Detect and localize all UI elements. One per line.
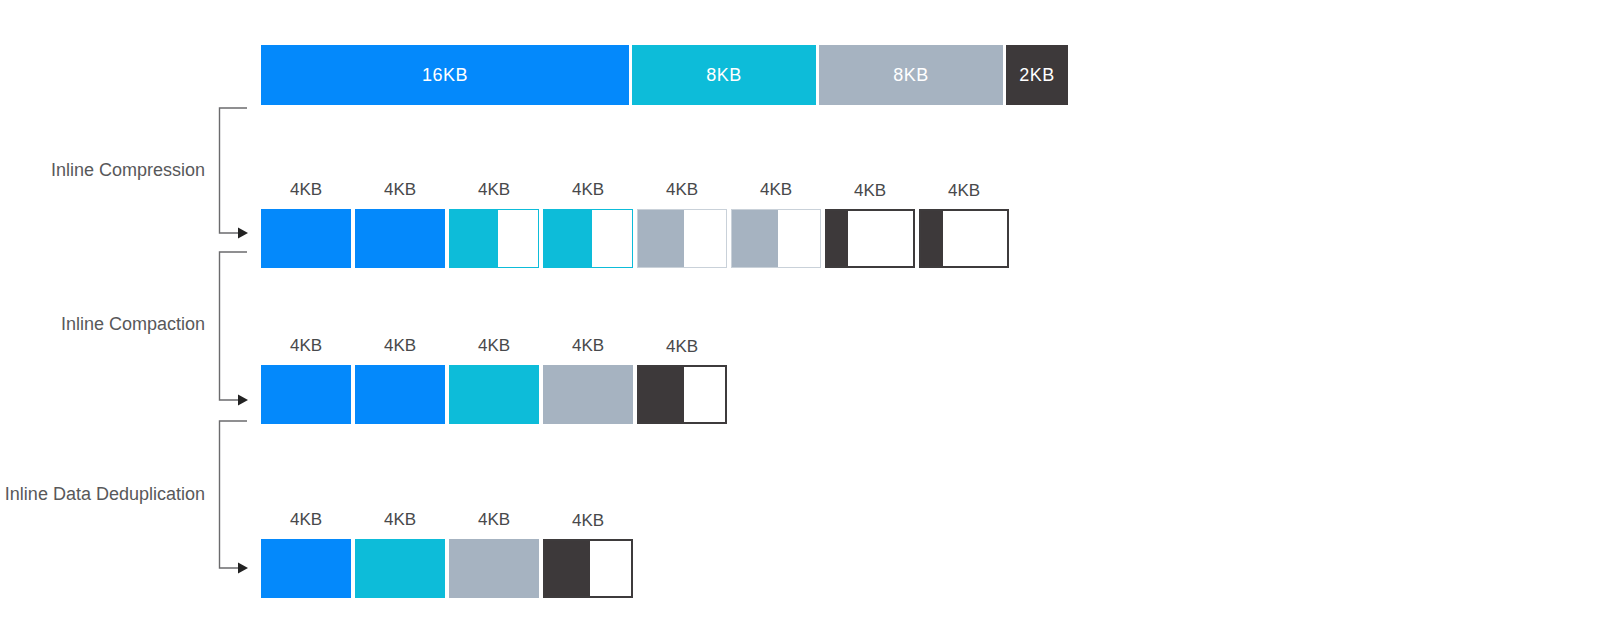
connector-compression: [220, 108, 248, 233]
block-size-label: 4KB: [827, 181, 913, 201]
block-size-label: 4KB: [356, 180, 444, 200]
block-fill-blue: [356, 210, 444, 267]
block-size-label: 4KB: [262, 510, 350, 530]
data-block-blue: 4KB: [261, 209, 351, 268]
bar-segment-8kb: 8KB: [632, 45, 816, 105]
arrowhead-compression: [238, 228, 248, 239]
data-block-gray: 4KB: [543, 365, 633, 424]
data-block-gray: 4KB: [637, 209, 727, 268]
block-fill-dark: [639, 367, 684, 422]
data-block-gray: 4KB: [731, 209, 821, 268]
block-fill-gray: [450, 540, 538, 597]
block-size-label: 4KB: [262, 180, 350, 200]
stage-row-deduplication: 4KB4KB4KB4KB: [261, 539, 633, 598]
block-fill-gray: [544, 366, 632, 423]
block-size-label: 4KB: [639, 337, 725, 357]
block-fill-cyan: [450, 366, 538, 423]
block-fill-gray: [638, 210, 684, 267]
block-size-label: 4KB: [544, 336, 632, 356]
data-block-dark: 4KB: [825, 209, 915, 268]
data-block-cyan: 4KB: [355, 539, 445, 598]
block-size-label: 4KB: [356, 336, 444, 356]
block-fill-blue: [262, 210, 350, 267]
block-fill-cyan: [544, 210, 592, 267]
data-block-gray: 4KB: [449, 539, 539, 598]
block-size-label: 4KB: [545, 511, 631, 531]
block-size-label: 4KB: [921, 181, 1007, 201]
data-block-blue: 4KB: [261, 539, 351, 598]
block-size-label: 4KB: [732, 180, 820, 200]
block-size-label: 4KB: [450, 510, 538, 530]
stage-label-inline-compaction: Inline Compaction: [0, 313, 205, 335]
diagram-canvas: Inline Compression Inline Compaction Inl…: [0, 0, 1600, 641]
block-size-label: 4KB: [262, 336, 350, 356]
data-block-blue: 4KB: [355, 365, 445, 424]
data-block-blue: 4KB: [261, 365, 351, 424]
block-size-label: 4KB: [356, 510, 444, 530]
data-block-cyan: 4KB: [449, 365, 539, 424]
arrowhead-deduplication: [238, 563, 248, 574]
arrowhead-compaction: [238, 395, 248, 406]
connector-deduplication: [220, 421, 248, 568]
bar-segment-16kb: 16KB: [261, 45, 629, 105]
block-fill-blue: [262, 540, 350, 597]
block-fill-blue: [356, 366, 444, 423]
block-fill-dark: [921, 211, 943, 266]
block-fill-dark: [827, 211, 848, 266]
data-block-dark: 4KB: [637, 365, 727, 424]
stage-row-compression: 4KB4KB4KB4KB4KB4KB4KB4KB: [261, 209, 1009, 268]
bar-segment-8kb: 8KB: [819, 45, 1003, 105]
block-fill-gray: [732, 210, 778, 267]
data-block-cyan: 4KB: [543, 209, 633, 268]
block-fill-cyan: [450, 210, 498, 267]
connector-compaction: [220, 252, 248, 400]
block-fill-blue: [262, 366, 350, 423]
stage-row-compaction: 4KB4KB4KB4KB4KB: [261, 365, 727, 424]
source-data-bar: 16KB8KB8KB2KB: [261, 45, 1068, 105]
block-fill-dark: [545, 541, 590, 596]
data-block-blue: 4KB: [355, 209, 445, 268]
bar-segment-2kb: 2KB: [1006, 45, 1068, 105]
block-size-label: 4KB: [638, 180, 726, 200]
block-size-label: 4KB: [450, 180, 538, 200]
block-size-label: 4KB: [450, 336, 538, 356]
block-fill-cyan: [356, 540, 444, 597]
data-block-cyan: 4KB: [449, 209, 539, 268]
block-size-label: 4KB: [544, 180, 632, 200]
data-block-dark: 4KB: [543, 539, 633, 598]
stage-label-inline-data-deduplication: Inline Data Deduplication: [0, 483, 205, 505]
stage-label-inline-compression: Inline Compression: [0, 159, 205, 181]
data-block-dark: 4KB: [919, 209, 1009, 268]
